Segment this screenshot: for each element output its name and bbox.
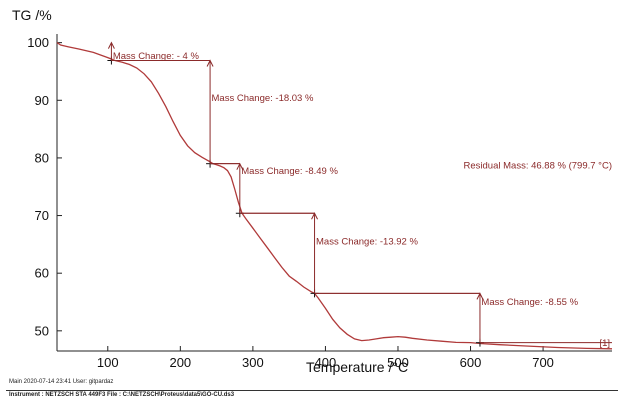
x-axis-title: Temperature /°C	[306, 359, 408, 375]
x-tick-label: 300	[242, 355, 264, 370]
y-tick-label: 60	[35, 266, 49, 281]
y-tick-label: 50	[35, 323, 49, 338]
mass-change-arrowhead	[107, 41, 115, 49]
footer-meta: Main 2020-07-14 23:41 User: gitpardaz	[9, 379, 114, 385]
footer-instrument: Instrument : NETZSCH STA 449F3 File : C:…	[9, 392, 235, 398]
y-tick-label: 100	[27, 35, 49, 50]
footer-divider	[6, 390, 618, 391]
x-tick-label: 600	[460, 355, 482, 370]
mass-change-arrowhead	[311, 212, 318, 220]
mass-change-annotations: Mass Change: - 4 % Mass Change: -18.03 % M…	[107, 41, 612, 344]
residual-mass-label: Residual Mass: 46.88 % (799.7 °C)	[464, 160, 612, 171]
mass-change-label: Mass Change: -18.03 %	[212, 93, 314, 104]
mass-change-label: Mass Change: -8.49 %	[241, 166, 338, 177]
mass-change-label: Mass Change: -8.55 %	[481, 297, 578, 308]
x-tick-label: 700	[532, 355, 554, 370]
mass-change-arrowhead	[476, 292, 484, 300]
mass-change-arrowhead	[206, 59, 214, 67]
mass-change-label: Mass Change: - 4 %	[113, 51, 200, 62]
y-axis-title: TG /%	[12, 7, 52, 23]
y-tick-label: 70	[35, 208, 49, 223]
corner-label: [1]	[599, 338, 610, 349]
tg-series-line	[56, 42, 613, 350]
x-tick-label: 500	[387, 355, 409, 370]
x-tick-label: 400	[315, 355, 337, 370]
chart-axes: 100 200 300 400 500 600 700 50 60 70 80 90 100	[27, 34, 612, 370]
mass-change-arrowhead	[236, 162, 244, 170]
x-tick-label: 200	[169, 355, 191, 370]
y-tick-label: 80	[35, 150, 49, 165]
x-tick-label: 100	[97, 355, 119, 370]
y-tick-label: 90	[35, 93, 49, 108]
mass-change-label: Mass Change: -13.92 %	[316, 236, 418, 247]
